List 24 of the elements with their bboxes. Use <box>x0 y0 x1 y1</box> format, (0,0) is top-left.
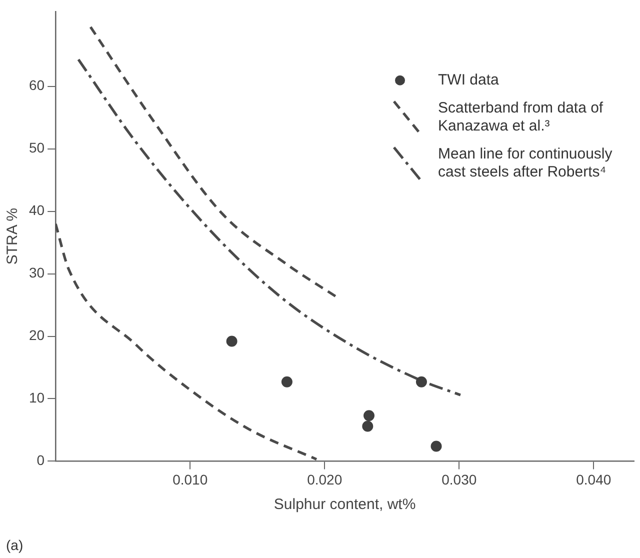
point <box>362 420 374 432</box>
text: (a) <box>6 537 24 553</box>
y-tick-label: 10 <box>28 390 45 406</box>
y-tick-label: 50 <box>28 140 45 156</box>
x-tick-label: 0.010 <box>172 471 208 488</box>
point <box>364 410 374 422</box>
line-series <box>56 222 318 461</box>
point <box>430 440 442 452</box>
legend-label: TWI data <box>438 72 500 89</box>
y-tick-label: 60 <box>28 77 45 94</box>
point <box>416 376 427 388</box>
y-tick-label: 40 <box>28 202 45 218</box>
y-tick-label: 30 <box>28 264 45 281</box>
legend-label: Scatterband from data of Kanazawa et al.³ <box>438 100 604 135</box>
point <box>281 376 292 388</box>
x-tick-label: 0.030 <box>442 471 477 488</box>
x-axis-title: Sulphur content, wt% <box>274 496 416 514</box>
legend-label: Mean line for continuously cast steels after Roberts⁴ <box>438 146 613 181</box>
x-tick-label: 0.020 <box>307 471 342 488</box>
x-tick-label: 0.040 <box>576 471 612 488</box>
y-axis-title: STRA % <box>4 208 22 265</box>
y-tick-label: 20 <box>28 327 45 344</box>
y-tick-label: 0 <box>36 452 45 468</box>
point <box>226 336 238 347</box>
